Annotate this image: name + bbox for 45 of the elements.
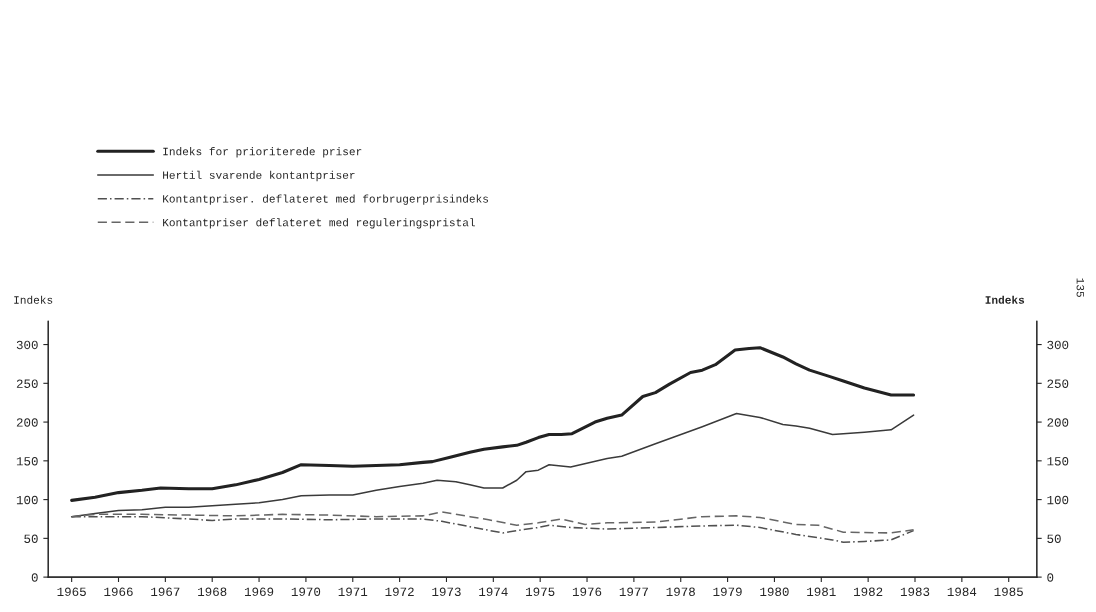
y2-tick-label: 100	[1047, 495, 1069, 505]
x-tick-label: 1969	[244, 587, 274, 597]
line-series	[70, 346, 916, 502]
y-tick-label: 100	[16, 495, 38, 505]
x-tick-label: 1978	[666, 587, 695, 597]
y-tick-label: 0	[31, 573, 38, 582]
y-axis-title: Indeks	[14, 295, 53, 304]
x-tick-label: 1976	[572, 587, 602, 597]
line-series	[70, 511, 915, 534]
x-tick-label: 1981	[807, 587, 836, 597]
y-tick-label: 250	[16, 379, 38, 388]
y-tick-label: 150	[16, 457, 38, 466]
legend-label: Kontantpriser deflateret med reguleringspristal	[163, 218, 475, 229]
y2-tick-label: 200	[1047, 418, 1069, 427]
x-tick-label: 1979	[713, 587, 742, 597]
y2-axis-title: Indeks	[985, 295, 1025, 304]
x-tick-label: 1967	[151, 587, 180, 597]
y2-tick-label: 0	[1047, 573, 1054, 582]
x-tick-label: 1968	[198, 587, 227, 597]
legend-label: Indeks for prioriterede priser	[163, 147, 362, 158]
y2-tick-label: 150	[1047, 457, 1069, 466]
y2-tick-label: 250	[1047, 379, 1069, 388]
x-tick-label: 1985	[994, 587, 1023, 597]
legend-label: Hertil svarende kontantpriser	[163, 170, 355, 182]
x-tick-label: 1984	[947, 587, 977, 597]
x-tick-label: 1975	[526, 587, 555, 597]
x-tick-label: 1971	[338, 587, 368, 597]
line-series	[70, 412, 915, 518]
x-tick-label: 1974	[479, 587, 508, 597]
x-tick-label: 1980	[760, 587, 789, 597]
x-tick-label: 1977	[619, 587, 648, 597]
text: 135	[1076, 278, 1085, 297]
x-tick-label: 1982	[854, 587, 883, 597]
y-tick-label: 50	[24, 534, 38, 544]
x-tick-label: 1965	[57, 587, 86, 597]
y-tick-label: 200	[16, 418, 38, 427]
y-tick-label: 300	[16, 340, 38, 350]
y2-tick-label: 50	[1047, 534, 1061, 544]
x-tick-label: 1966	[104, 587, 133, 597]
x-tick-label: 1983	[900, 587, 930, 597]
x-tick-label: 1972	[385, 587, 414, 597]
x-tick-label: 1970	[291, 587, 321, 597]
y2-tick-label: 300	[1047, 340, 1069, 350]
x-tick-label: 1973	[432, 587, 461, 597]
legend-label: Kontantpriser. deflateret med forbrugerprisindeks	[163, 194, 489, 205]
